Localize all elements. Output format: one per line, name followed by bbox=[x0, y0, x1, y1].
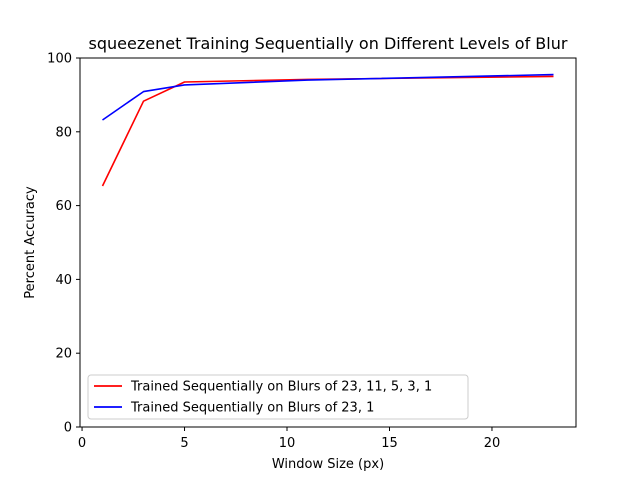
y-tick-label: 100 bbox=[47, 52, 72, 67]
series-line-2 bbox=[102, 73, 554, 121]
legend-box bbox=[87, 374, 469, 420]
y-tick-label: 60 bbox=[55, 199, 72, 214]
x-axis-title: Window Size (px) bbox=[272, 457, 384, 472]
x-tick-label: 15 bbox=[381, 436, 398, 451]
chart-title: squeezenet Training Sequentially on Diff… bbox=[89, 34, 568, 53]
x-tick-label: 20 bbox=[484, 436, 501, 451]
y-axis-title: Percent Accuracy bbox=[23, 186, 38, 299]
y-tick-label: 20 bbox=[55, 347, 72, 362]
y-axis: 0 20 40 60 80 100 bbox=[47, 52, 80, 436]
x-tick-label: 10 bbox=[279, 436, 296, 451]
legend-label: Trained Sequentially on Blurs of 23, 1 bbox=[130, 401, 374, 416]
legend: Trained Sequentially on Blurs of 23, 11,… bbox=[87, 374, 469, 420]
legend-label: Trained Sequentially on Blurs of 23, 11,… bbox=[130, 380, 432, 395]
y-tick-label: 80 bbox=[55, 125, 72, 140]
x-tick-label: 5 bbox=[180, 436, 188, 451]
x-axis: 0 5 10 15 20 bbox=[78, 427, 500, 451]
y-tick-label: 0 bbox=[64, 421, 72, 436]
x-tick-label: 0 bbox=[78, 436, 86, 451]
plot-frame bbox=[79, 57, 577, 428]
series-layer bbox=[101, 73, 554, 187]
y-tick-label: 40 bbox=[55, 273, 72, 288]
